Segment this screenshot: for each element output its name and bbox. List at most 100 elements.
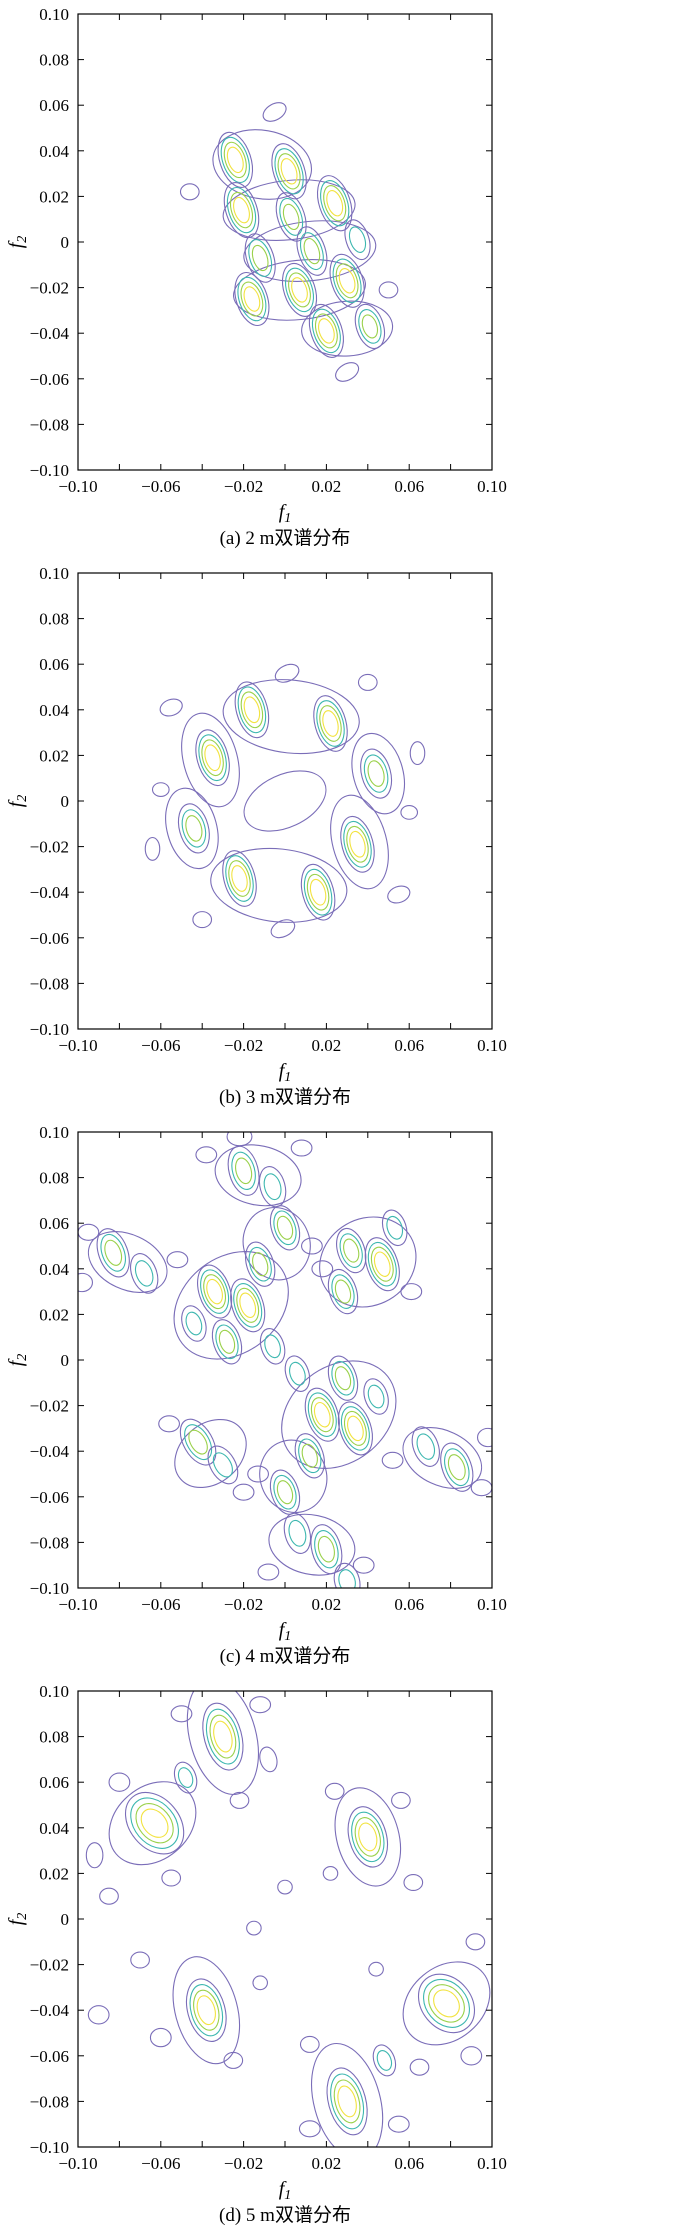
svg-text:−0.10: −0.10 bbox=[58, 477, 97, 496]
svg-text:−0.04: −0.04 bbox=[30, 2001, 70, 2020]
y-tick-labels: 0.10 0.08 0.06 0.04 0.02 0 −0.02 −0.04 −0.06 −0.0… bbox=[30, 564, 70, 1039]
svg-text:−0.04: −0.04 bbox=[30, 324, 70, 343]
svg-text:0.02: 0.02 bbox=[39, 746, 69, 765]
contour-lines bbox=[179, 102, 399, 382]
x-axis-label: f1 bbox=[279, 501, 292, 525]
svg-text:0.10: 0.10 bbox=[39, 5, 69, 24]
svg-text:−0.06: −0.06 bbox=[30, 929, 69, 948]
svg-text:−0.10: −0.10 bbox=[58, 1036, 97, 1055]
svg-text:−0.10: −0.10 bbox=[30, 1579, 69, 1598]
svg-text:0.06: 0.06 bbox=[39, 96, 69, 115]
svg-text:0.06: 0.06 bbox=[394, 1036, 424, 1055]
svg-text:−0.04: −0.04 bbox=[30, 883, 70, 902]
bispectrum-plot-b: −0.10 −0.06 −0.02 0.02 0.06 0.100.100.080.060… bbox=[5, 564, 507, 1084]
caption-c: (c) 4 m双谱分布 bbox=[219, 1646, 351, 1667]
svg-text:0.04: 0.04 bbox=[39, 701, 69, 720]
svg-text:0.06: 0.06 bbox=[39, 655, 69, 674]
svg-text:−0.10: −0.10 bbox=[58, 2154, 97, 2173]
svg-text:0.04: 0.04 bbox=[39, 142, 69, 161]
x-tick-labels: −0.10 −0.06 −0.02 0.02 0.06 0.10 bbox=[58, 1595, 507, 1614]
svg-text:−0.06: −0.06 bbox=[141, 1036, 180, 1055]
svg-text:−0.08: −0.08 bbox=[30, 2092, 69, 2111]
svg-text:−0.02: −0.02 bbox=[30, 838, 69, 857]
x-axis-label: f1 bbox=[279, 1619, 292, 1643]
bispectrum-plot-d: −0.10 −0.06 −0.02 0.02 0.06 0.100.10 0.08 0.06 0… bbox=[5, 1682, 507, 2202]
x-axis-label: f1 bbox=[279, 1060, 292, 1084]
svg-text:−0.10: −0.10 bbox=[30, 2138, 69, 2157]
svg-text:−0.06: −0.06 bbox=[30, 2047, 69, 2066]
svg-text:0: 0 bbox=[61, 792, 70, 811]
svg-text:−0.02: −0.02 bbox=[224, 1036, 263, 1055]
plot-frame bbox=[77, 1690, 493, 2148]
bispectrum-plot-a: −0.10 −0.06 −0.02 0.02 0.06 0.100.100.080.060… bbox=[5, 5, 507, 525]
panel-c: −0.10 −0.06 −0.02 0.02 0.06 0.10 0.10 0.08 0.06 0… bbox=[0, 1118, 700, 1677]
svg-text:−0.08: −0.08 bbox=[30, 974, 69, 993]
y-tick-labels: 0.10 0.08 0.06 0.04 0.02 0 −0.02 −0.04 −0.06 −0.0… bbox=[30, 5, 70, 480]
svg-text:0.08: 0.08 bbox=[39, 51, 69, 70]
svg-text:−0.06: −0.06 bbox=[141, 2154, 180, 2173]
svg-text:−0.10: −0.10 bbox=[30, 1020, 69, 1039]
caption-a: (a) 2 m双谱分布 bbox=[219, 528, 351, 549]
svg-text:0.10: 0.10 bbox=[477, 1595, 507, 1614]
y-axis-label: f2 bbox=[5, 1913, 30, 1926]
svg-text:−0.06: −0.06 bbox=[30, 370, 69, 389]
y-tick-labels: 0.10 0.08 0.06 0.04 0.02 0 −0.02 −0.04 −0.06 −0.0… bbox=[30, 1123, 70, 1598]
svg-text:−0.10: −0.10 bbox=[30, 461, 69, 480]
svg-text:0.08: 0.08 bbox=[39, 1728, 69, 1747]
contour-lines bbox=[85, 1691, 491, 2147]
caption-d: (d) 5 m双谱分布 bbox=[219, 2205, 351, 2226]
svg-text:0.10: 0.10 bbox=[477, 477, 507, 496]
svg-text:0.02: 0.02 bbox=[39, 1864, 69, 1883]
svg-text:0.06: 0.06 bbox=[39, 1773, 69, 1792]
y-axis-label: f2 bbox=[5, 1354, 30, 1367]
svg-text:0.06: 0.06 bbox=[394, 2154, 424, 2173]
x-tick-labels: −0.10 −0.06 −0.02 0.02 0.06 0.10 bbox=[58, 1036, 507, 1055]
svg-text:0: 0 bbox=[61, 233, 70, 252]
svg-text:0.06: 0.06 bbox=[394, 1595, 424, 1614]
svg-text:0.10: 0.10 bbox=[39, 1682, 69, 1701]
tick-marks bbox=[77, 13, 493, 471]
svg-text:0.10: 0.10 bbox=[39, 564, 69, 583]
tick-marks bbox=[77, 1131, 493, 1589]
svg-text:−0.02: −0.02 bbox=[224, 477, 263, 496]
x-tick-labels: −0.10 −0.06 −0.02 0.02 0.06 0.10 bbox=[58, 2154, 507, 2173]
svg-text:0: 0 bbox=[61, 1351, 70, 1370]
tick-marks bbox=[77, 572, 493, 1030]
svg-text:0.10: 0.10 bbox=[477, 1036, 507, 1055]
svg-text:0.02: 0.02 bbox=[39, 187, 69, 206]
bispectrum-plot-c: −0.10 −0.06 −0.02 0.02 0.06 0.100.100.080.060… bbox=[5, 1123, 507, 1643]
svg-text:0.06: 0.06 bbox=[39, 1214, 69, 1233]
y-axis-label: f2 bbox=[5, 236, 30, 249]
svg-text:−0.08: −0.08 bbox=[30, 415, 69, 434]
x-axis-label: f1 bbox=[279, 2178, 292, 2202]
svg-text:−0.08: −0.08 bbox=[30, 1533, 69, 1552]
svg-text:−0.02: −0.02 bbox=[30, 1956, 69, 1975]
svg-text:−0.06: −0.06 bbox=[141, 1595, 180, 1614]
svg-text:0.08: 0.08 bbox=[39, 1169, 69, 1188]
plot-frame bbox=[77, 1131, 493, 1589]
contour-lines bbox=[144, 663, 426, 939]
panel-b: −0.10 −0.06 −0.02 0.02 0.06 0.10 0.10 0.08 0.06 0… bbox=[0, 559, 700, 1118]
svg-text:0.10: 0.10 bbox=[39, 1123, 69, 1142]
svg-text:−0.06: −0.06 bbox=[30, 1488, 69, 1507]
svg-text:−0.02: −0.02 bbox=[224, 2154, 263, 2173]
svg-text:−0.02: −0.02 bbox=[224, 1595, 263, 1614]
svg-text:0.02: 0.02 bbox=[312, 1036, 342, 1055]
contour-lines bbox=[78, 1132, 492, 1588]
x-tick-labels: −0.10 −0.06 −0.02 0.02 0.06 0.10 bbox=[58, 477, 507, 496]
svg-text:0.04: 0.04 bbox=[39, 1260, 69, 1279]
tick-marks bbox=[77, 1690, 493, 2148]
panel-a: −0.10 −0.06 −0.02 0.02 0.06 0.10 0.10 0.08 0.06 0… bbox=[0, 0, 700, 559]
panel-d: −0.10 −0.06 −0.02 0.02 0.06 0.10 0.10 0.08 0.06 0… bbox=[0, 1677, 700, 2236]
y-axis-label: f2 bbox=[5, 795, 30, 808]
svg-text:0.04: 0.04 bbox=[39, 1819, 69, 1838]
y-tick-labels: 0.10 0.08 0.06 0.04 0.02 0 −0.02 −0.04 −0.06 −0.0… bbox=[30, 1682, 70, 2157]
svg-text:0.02: 0.02 bbox=[39, 1305, 69, 1324]
svg-text:0: 0 bbox=[61, 1910, 70, 1929]
svg-text:0.02: 0.02 bbox=[312, 2154, 342, 2173]
svg-text:−0.04: −0.04 bbox=[30, 1442, 70, 1461]
svg-text:0.02: 0.02 bbox=[312, 1595, 342, 1614]
plot-frame bbox=[77, 13, 493, 471]
svg-text:−0.02: −0.02 bbox=[30, 1397, 69, 1416]
